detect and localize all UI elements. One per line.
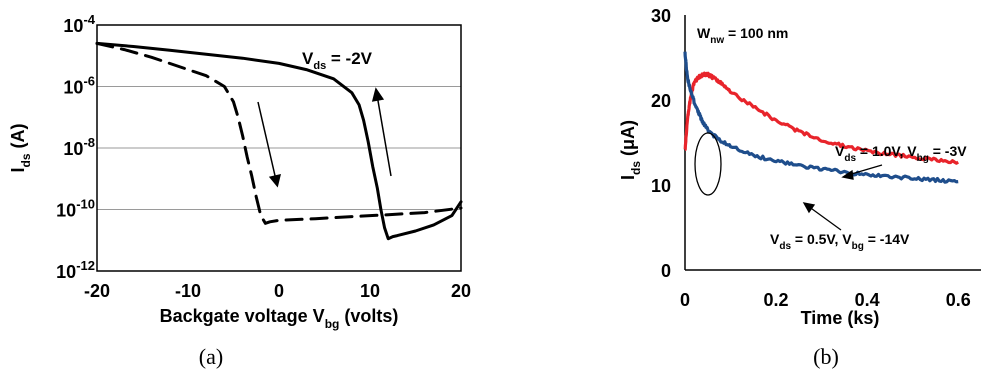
x-tick-label: 20 — [451, 281, 471, 301]
y-tick-label: 0 — [661, 261, 671, 281]
panel-a: -20 -10 0 10 20 10-4 10-6 10-8 10-10 10-12 Vds =… — [8, 12, 471, 369]
x-tick-label: 0.2 — [764, 290, 789, 310]
caption-a: (a) — [199, 344, 223, 369]
x-axis-label: Backgate voltage Vbg (volts) — [160, 306, 399, 331]
y-tick-label: 30 — [651, 6, 671, 26]
wnw-annotation: Wnw = 100 nm — [697, 25, 788, 46]
x-tick-label: -10 — [175, 281, 201, 301]
y-tick-label: 20 — [651, 91, 671, 111]
highlight-ellipse — [694, 132, 722, 196]
series-line-blue — [683, 51, 959, 184]
x-tick-label: 0 — [680, 290, 690, 310]
series-label-red: Vds = 1.0V, Vbg = -3V — [835, 143, 967, 164]
y-axis-label-b: Ids (μA) — [618, 120, 643, 180]
x-tick-label: 0.6 — [946, 290, 971, 310]
x-axis-label-b: Time (ks) — [801, 308, 880, 328]
caption-b: (b) — [813, 344, 839, 369]
y-tick-label: 10 — [651, 176, 671, 196]
series-line-red — [683, 71, 960, 165]
y-tick-label: 10-8 — [63, 135, 95, 159]
y-tick-label: 10-10 — [56, 197, 95, 221]
y-tick-label: 10-12 — [56, 258, 95, 282]
y-tick-label: 10-4 — [63, 12, 95, 36]
series-label-blue: Vds = 0.5V, Vbg = -14V — [770, 231, 910, 252]
pointer-blue-series — [802, 202, 842, 231]
y-axis-label: Ids (A) — [8, 123, 33, 172]
x-tick-label: 10 — [360, 281, 380, 301]
x-tick-label: 0 — [274, 281, 284, 301]
x-tick-label: -20 — [84, 281, 110, 301]
panel-a-frame — [96, 24, 462, 272]
series-line-dashed — [95, 41, 463, 225]
y-tick-label: 10-6 — [63, 74, 95, 98]
x-tick-label: 0.4 — [855, 290, 880, 310]
arrow-up-sweep — [371, 87, 392, 177]
series-line-solid — [95, 41, 463, 241]
panel-b: 0 0.2 0.4 0.6 0 10 20 30 Wnw = 100 nm Vds = 1.… — [618, 6, 981, 369]
vds-annotation: Vds = -2V — [302, 49, 373, 72]
arrow-down-sweep — [257, 101, 281, 188]
pointer-red-series — [841, 164, 883, 180]
